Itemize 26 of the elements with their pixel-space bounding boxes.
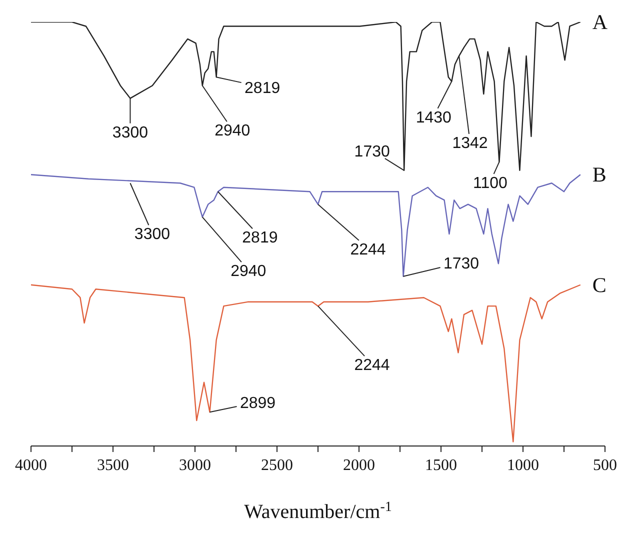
annotation: 1730	[354, 143, 390, 160]
annotation: 1100	[473, 174, 508, 192]
annotation: 2940	[230, 263, 266, 280]
annotation: 3300	[112, 124, 148, 142]
annotation: 2940	[214, 122, 250, 140]
x-tick-label: 2000	[343, 457, 375, 474]
x-tick-label: 1500	[425, 457, 457, 474]
annotation: 2244	[354, 357, 390, 374]
annotation: 3300	[134, 226, 170, 244]
x-tick-label: 1000	[507, 457, 539, 474]
annotation: 1730	[443, 255, 480, 272]
x-tick-label: 3500	[97, 457, 129, 474]
annotation: 2819	[244, 80, 280, 98]
x-axis-title: Wavenumber/cm$^{-1}$	[244, 500, 392, 523]
annotation: 2244	[350, 241, 386, 258]
series-label: A	[592, 10, 608, 34]
x-tick-label: 4000	[15, 457, 47, 474]
annotation: 2899	[240, 395, 276, 412]
x-tick-label: 3000	[179, 457, 211, 474]
annotation: 1342	[452, 134, 488, 152]
x-tick-label: 2500	[261, 457, 293, 474]
annotation: 2819	[242, 230, 278, 247]
series-label: B	[592, 162, 606, 187]
x-tick-label: 500	[593, 457, 617, 474]
series-label: C	[592, 272, 606, 297]
annotation: 1430	[416, 109, 452, 126]
